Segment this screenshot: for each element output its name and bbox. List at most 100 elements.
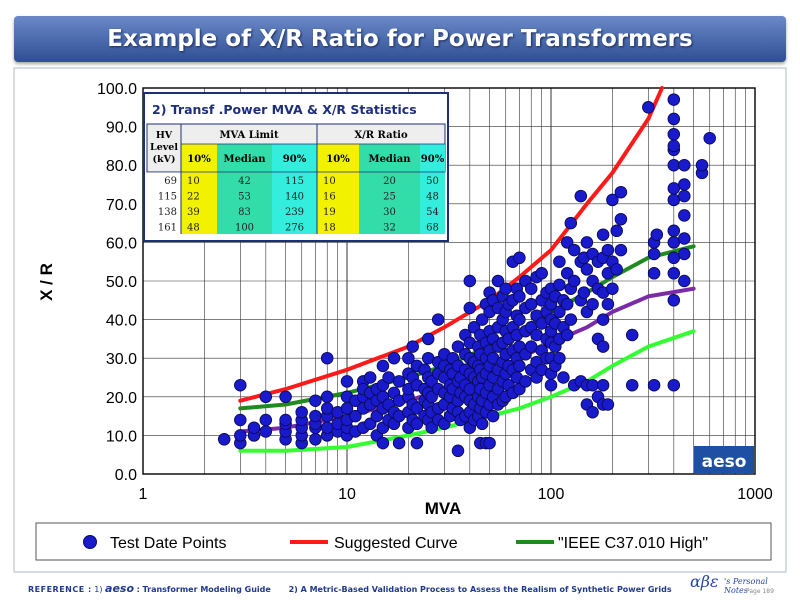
inset-col-fill xyxy=(217,144,272,234)
data-point xyxy=(451,340,465,353)
brand-symbol: αβε xyxy=(690,572,719,591)
data-point xyxy=(524,282,538,295)
data-point xyxy=(513,290,526,303)
data-point xyxy=(402,351,415,365)
inset-hv-header: Level xyxy=(150,142,178,153)
inset-cell: 53 xyxy=(238,192,251,203)
data-point xyxy=(625,328,639,342)
data-point xyxy=(309,394,322,407)
inset-cell: 50 xyxy=(426,176,439,187)
data-point xyxy=(647,378,661,392)
x-tick-label: 100 xyxy=(538,486,565,503)
data-point xyxy=(596,313,610,326)
data-point xyxy=(499,282,512,295)
inset-col-fill xyxy=(272,144,317,234)
plot-area-border xyxy=(142,87,756,475)
data-point xyxy=(647,267,661,280)
data-point xyxy=(606,282,619,295)
data-point xyxy=(463,301,477,315)
legend-label-suggested: Suggested Curve xyxy=(334,535,458,552)
data-point xyxy=(586,378,599,392)
y-tick-label: 90.0 xyxy=(106,120,137,137)
inset-cell: 48 xyxy=(187,223,200,234)
y-tick-label: 30.0 xyxy=(106,351,137,368)
data-point xyxy=(431,313,445,326)
legend-label-ieee: "IEEE C37.010 High" xyxy=(558,535,708,552)
data-point xyxy=(553,255,566,268)
data-point xyxy=(667,139,681,153)
data-point xyxy=(667,112,681,126)
data-point xyxy=(601,243,615,257)
data-point xyxy=(678,274,691,288)
data-point xyxy=(564,313,578,326)
y-tick-label: 0.0 xyxy=(115,467,137,484)
x-tick-label: 10 xyxy=(338,486,356,503)
data-point xyxy=(349,409,362,423)
data-point xyxy=(524,340,538,353)
inset-cell: 161 xyxy=(158,223,177,234)
data-point xyxy=(642,101,655,114)
data-point xyxy=(392,436,406,450)
data-point xyxy=(475,417,489,431)
inset-hv-fill xyxy=(147,172,181,234)
inset-sub-header: Median xyxy=(369,154,412,165)
inset-cell: 138 xyxy=(158,207,177,218)
light-green-curve xyxy=(238,329,696,453)
data-point xyxy=(320,421,334,434)
data-point xyxy=(678,178,691,191)
data-point xyxy=(392,375,406,388)
inset-sub-header: 10% xyxy=(326,154,350,165)
legend-box xyxy=(35,522,772,561)
data-point xyxy=(678,232,691,245)
data-point xyxy=(678,209,691,222)
data-point xyxy=(234,429,247,442)
data-point xyxy=(406,340,419,353)
inset-cell: 32 xyxy=(383,223,396,234)
inset-cell: 10 xyxy=(323,176,336,187)
data-point xyxy=(667,378,681,392)
data-point xyxy=(486,409,500,423)
data-point xyxy=(580,236,594,249)
data-point xyxy=(596,340,610,353)
data-point xyxy=(524,297,538,311)
data-point xyxy=(513,359,526,373)
data-point xyxy=(667,294,681,307)
inset-cell: 100 xyxy=(235,223,254,234)
inset-cell: 22 xyxy=(187,192,200,203)
footer-references: REFERENCE : 1) aeso : Transformer Modeli… xyxy=(28,582,672,596)
data-point xyxy=(410,402,424,415)
inset-cell: 25 xyxy=(383,192,396,203)
data-point xyxy=(560,328,574,342)
data-point xyxy=(650,228,664,241)
inset-cell: 10 xyxy=(187,176,200,187)
ref1-number: 1) xyxy=(94,585,103,594)
inset-cell: 42 xyxy=(238,176,251,187)
inset-col-fill xyxy=(317,144,359,234)
data-point xyxy=(295,405,308,419)
brand-text: 's Personal Notes xyxy=(724,577,768,595)
data-point xyxy=(519,375,532,388)
data-point xyxy=(560,267,574,280)
data-point xyxy=(614,212,628,226)
data-point xyxy=(614,243,628,257)
x-axis-title: MVA xyxy=(425,499,462,518)
data-point xyxy=(483,436,496,450)
y-tick-label: 50.0 xyxy=(106,274,137,291)
data-point xyxy=(475,313,489,326)
data-point xyxy=(610,263,623,276)
data-point xyxy=(695,158,709,172)
aeso-logo: aeso xyxy=(694,446,754,473)
x-tick-label: 1000 xyxy=(737,486,773,503)
data-point xyxy=(647,247,661,261)
inset-cell: 239 xyxy=(285,207,304,218)
data-point xyxy=(703,131,716,145)
inset-cell: 140 xyxy=(285,192,304,203)
y-tick-label: 70.0 xyxy=(106,197,137,214)
inset-cell: 16 xyxy=(323,192,336,203)
data-point xyxy=(544,378,558,392)
y-tick-label: 60.0 xyxy=(106,235,137,252)
inset-cell: 30 xyxy=(383,207,396,218)
point-layer xyxy=(217,93,716,458)
y-axis-title: X / R xyxy=(37,263,56,301)
y-tick-label: 100.0 xyxy=(97,81,137,98)
